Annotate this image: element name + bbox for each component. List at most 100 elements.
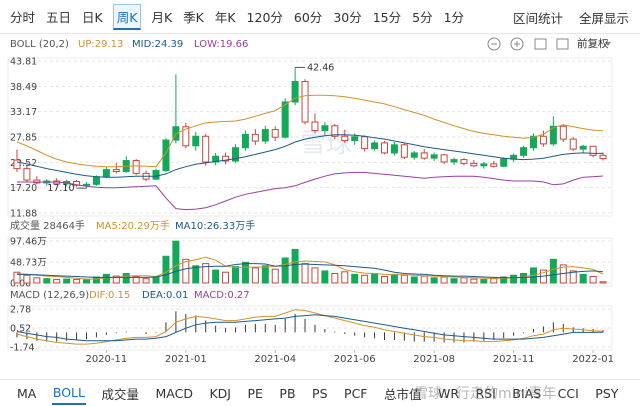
volume-bar <box>420 275 428 284</box>
volume-bar <box>271 268 279 284</box>
candle-body <box>301 81 309 123</box>
volume-bar <box>341 271 349 284</box>
macd-dif <box>16 309 604 345</box>
indicator-header: BOLL (20,2) <box>10 39 69 50</box>
watermark-center: 雪球 <box>300 129 352 159</box>
indicator-header: MACD:0.27 <box>194 290 250 301</box>
candle-body <box>271 129 279 138</box>
volume-bar <box>241 261 249 284</box>
volume-bar <box>589 276 597 284</box>
indicator-tab[interactable]: CCI <box>557 385 579 401</box>
period-tab[interactable]: 15分 <box>372 10 402 25</box>
icon[interactable] <box>556 38 569 50</box>
volume-bar <box>450 278 458 284</box>
period-tab[interactable]: 30分 <box>333 10 362 25</box>
volume-bar <box>390 273 398 284</box>
candle-body <box>192 135 200 147</box>
candle-body <box>539 135 547 145</box>
volume-bar <box>13 271 21 284</box>
indicator-tab[interactable]: WR <box>438 385 460 401</box>
indicator-header: MA5:20.29万手 <box>96 219 170 232</box>
period-tab[interactable]: 60分 <box>293 10 323 25</box>
candle-body <box>569 138 577 150</box>
candle-body <box>162 139 170 172</box>
tool-button[interactable]: 区间统计 <box>512 10 563 26</box>
candle-body <box>321 125 329 132</box>
candle-body <box>13 159 21 170</box>
candle-body <box>420 152 428 159</box>
period-tab[interactable]: 1分 <box>443 10 465 25</box>
volume-bar <box>102 273 110 284</box>
tool-button[interactable]: 全屏显示 <box>578 10 629 26</box>
y-tick-label: 11.88 <box>10 209 37 220</box>
volume-bar <box>331 273 339 284</box>
indicator-tab[interactable]: PB <box>279 385 296 401</box>
candle-body <box>470 162 478 167</box>
candle-body <box>351 136 359 142</box>
y-tick-label: 27.85 <box>10 132 37 143</box>
volume-bar <box>192 265 200 284</box>
indicator-tab[interactable]: 总市值 <box>384 386 422 402</box>
volume-bar <box>162 255 170 284</box>
period-tab[interactable]: 5分 <box>412 10 433 25</box>
adjust-selector[interactable]: 前复权 <box>577 37 609 50</box>
candle-body <box>232 147 239 162</box>
indicator-tab[interactable]: BOLL <box>51 382 86 405</box>
volume-bar <box>351 273 359 284</box>
volume-bar <box>549 258 557 284</box>
icon[interactable] <box>510 37 524 51</box>
volume-bar <box>291 248 299 284</box>
indicator-tab[interactable]: PS <box>312 385 328 401</box>
period-tools: 区间统计 全屏显示 <box>512 0 630 34</box>
indicator-tab[interactable]: MA <box>17 385 37 401</box>
volume-bar <box>430 277 438 284</box>
candle-body <box>500 158 508 167</box>
icon[interactable] <box>487 37 501 51</box>
volume-bar <box>73 279 81 284</box>
candle-body <box>112 169 120 172</box>
period-tab[interactable]: 年K <box>214 10 236 25</box>
icon[interactable] <box>534 38 547 50</box>
candle-body <box>23 168 31 181</box>
candle-body <box>490 163 498 167</box>
x-tick-label: 2021-08 <box>413 354 455 365</box>
candle-body <box>291 81 299 103</box>
period-tab[interactable]: 日K <box>82 10 103 25</box>
indicator-tab[interactable]: KDJ <box>209 385 231 401</box>
volume-bar <box>251 267 259 284</box>
indicator-tab[interactable]: 成交量 <box>101 386 139 402</box>
indicator-tab[interactable]: MACD <box>155 385 193 401</box>
x-tick-label: 2021-04 <box>254 354 296 365</box>
period-tab[interactable]: 月K <box>151 10 173 25</box>
indicator-tab[interactable]: BIAS <box>512 385 542 401</box>
period-tab[interactable]: 季K <box>183 10 204 25</box>
y-tick-label: 2.78 <box>10 305 31 316</box>
volume-bar <box>510 274 518 284</box>
x-tick-label: 2020-11 <box>85 354 127 365</box>
indicator-tab[interactable]: PSY <box>595 385 619 401</box>
candle-body <box>530 135 537 149</box>
y-tick-label: 0.52 <box>10 324 31 335</box>
period-tab[interactable]: 分时 <box>10 10 36 25</box>
indicator-tab[interactable]: PE <box>247 385 263 401</box>
volume-bar <box>222 271 230 284</box>
y-tick-label: 48.73万 <box>10 258 47 269</box>
period-tab[interactable]: 周K <box>112 3 142 30</box>
period-tab[interactable]: 五日 <box>46 10 72 25</box>
indicator-tab[interactable]: PCF <box>344 385 368 401</box>
volume-bar <box>172 240 180 284</box>
indicator-tab[interactable]: RSI <box>475 385 496 401</box>
volume-bar <box>152 276 160 284</box>
volume-bar <box>43 278 51 284</box>
period-tab[interactable]: 120分 <box>246 10 283 25</box>
candle-body <box>549 125 557 145</box>
candle-body <box>361 136 369 150</box>
volume-bar <box>470 278 478 284</box>
volume-bar <box>142 278 150 284</box>
candle-body <box>261 129 269 142</box>
candle-body <box>33 179 41 184</box>
volume-bar <box>480 279 488 284</box>
volume-bar <box>202 263 210 284</box>
volume-bar <box>53 279 61 284</box>
